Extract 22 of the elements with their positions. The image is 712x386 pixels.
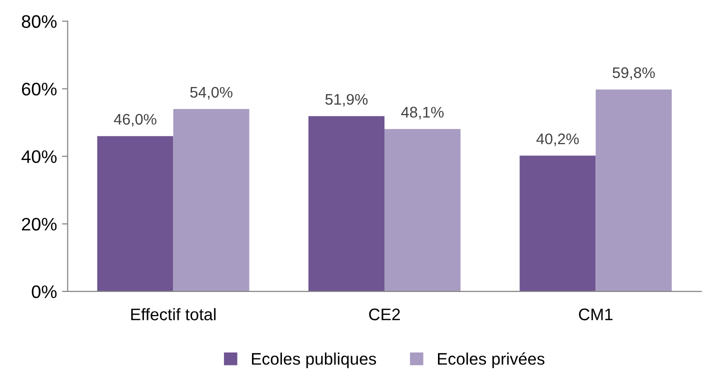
x-tick-label: Effectif total <box>131 308 216 320</box>
y-tick-label: 40% <box>22 150 57 164</box>
y-tick-label: 60% <box>22 82 57 96</box>
y-tick-label: 0% <box>32 285 57 298</box>
data-label: 46,0% <box>114 114 156 127</box>
data-label: 54,0% <box>190 86 232 100</box>
data-label: 48,1% <box>401 106 444 120</box>
y-tick-label: 80% <box>22 15 57 28</box>
x-tick-label: CM1 <box>578 308 612 320</box>
bar <box>97 136 174 292</box>
legend-label: Ecoles publiques <box>252 352 376 368</box>
x-tick-label: CE2 <box>369 308 400 320</box>
data-label: 40,2% <box>536 133 579 146</box>
legend-label: Ecoles privées <box>438 352 544 368</box>
bar <box>520 156 596 292</box>
bar <box>308 116 384 292</box>
bar <box>384 128 461 292</box>
bar <box>596 89 672 292</box>
data-label: 59,8% <box>612 67 655 80</box>
bar <box>173 109 250 292</box>
data-label: 51,9% <box>325 94 368 107</box>
y-tick-label: 20% <box>22 218 57 231</box>
